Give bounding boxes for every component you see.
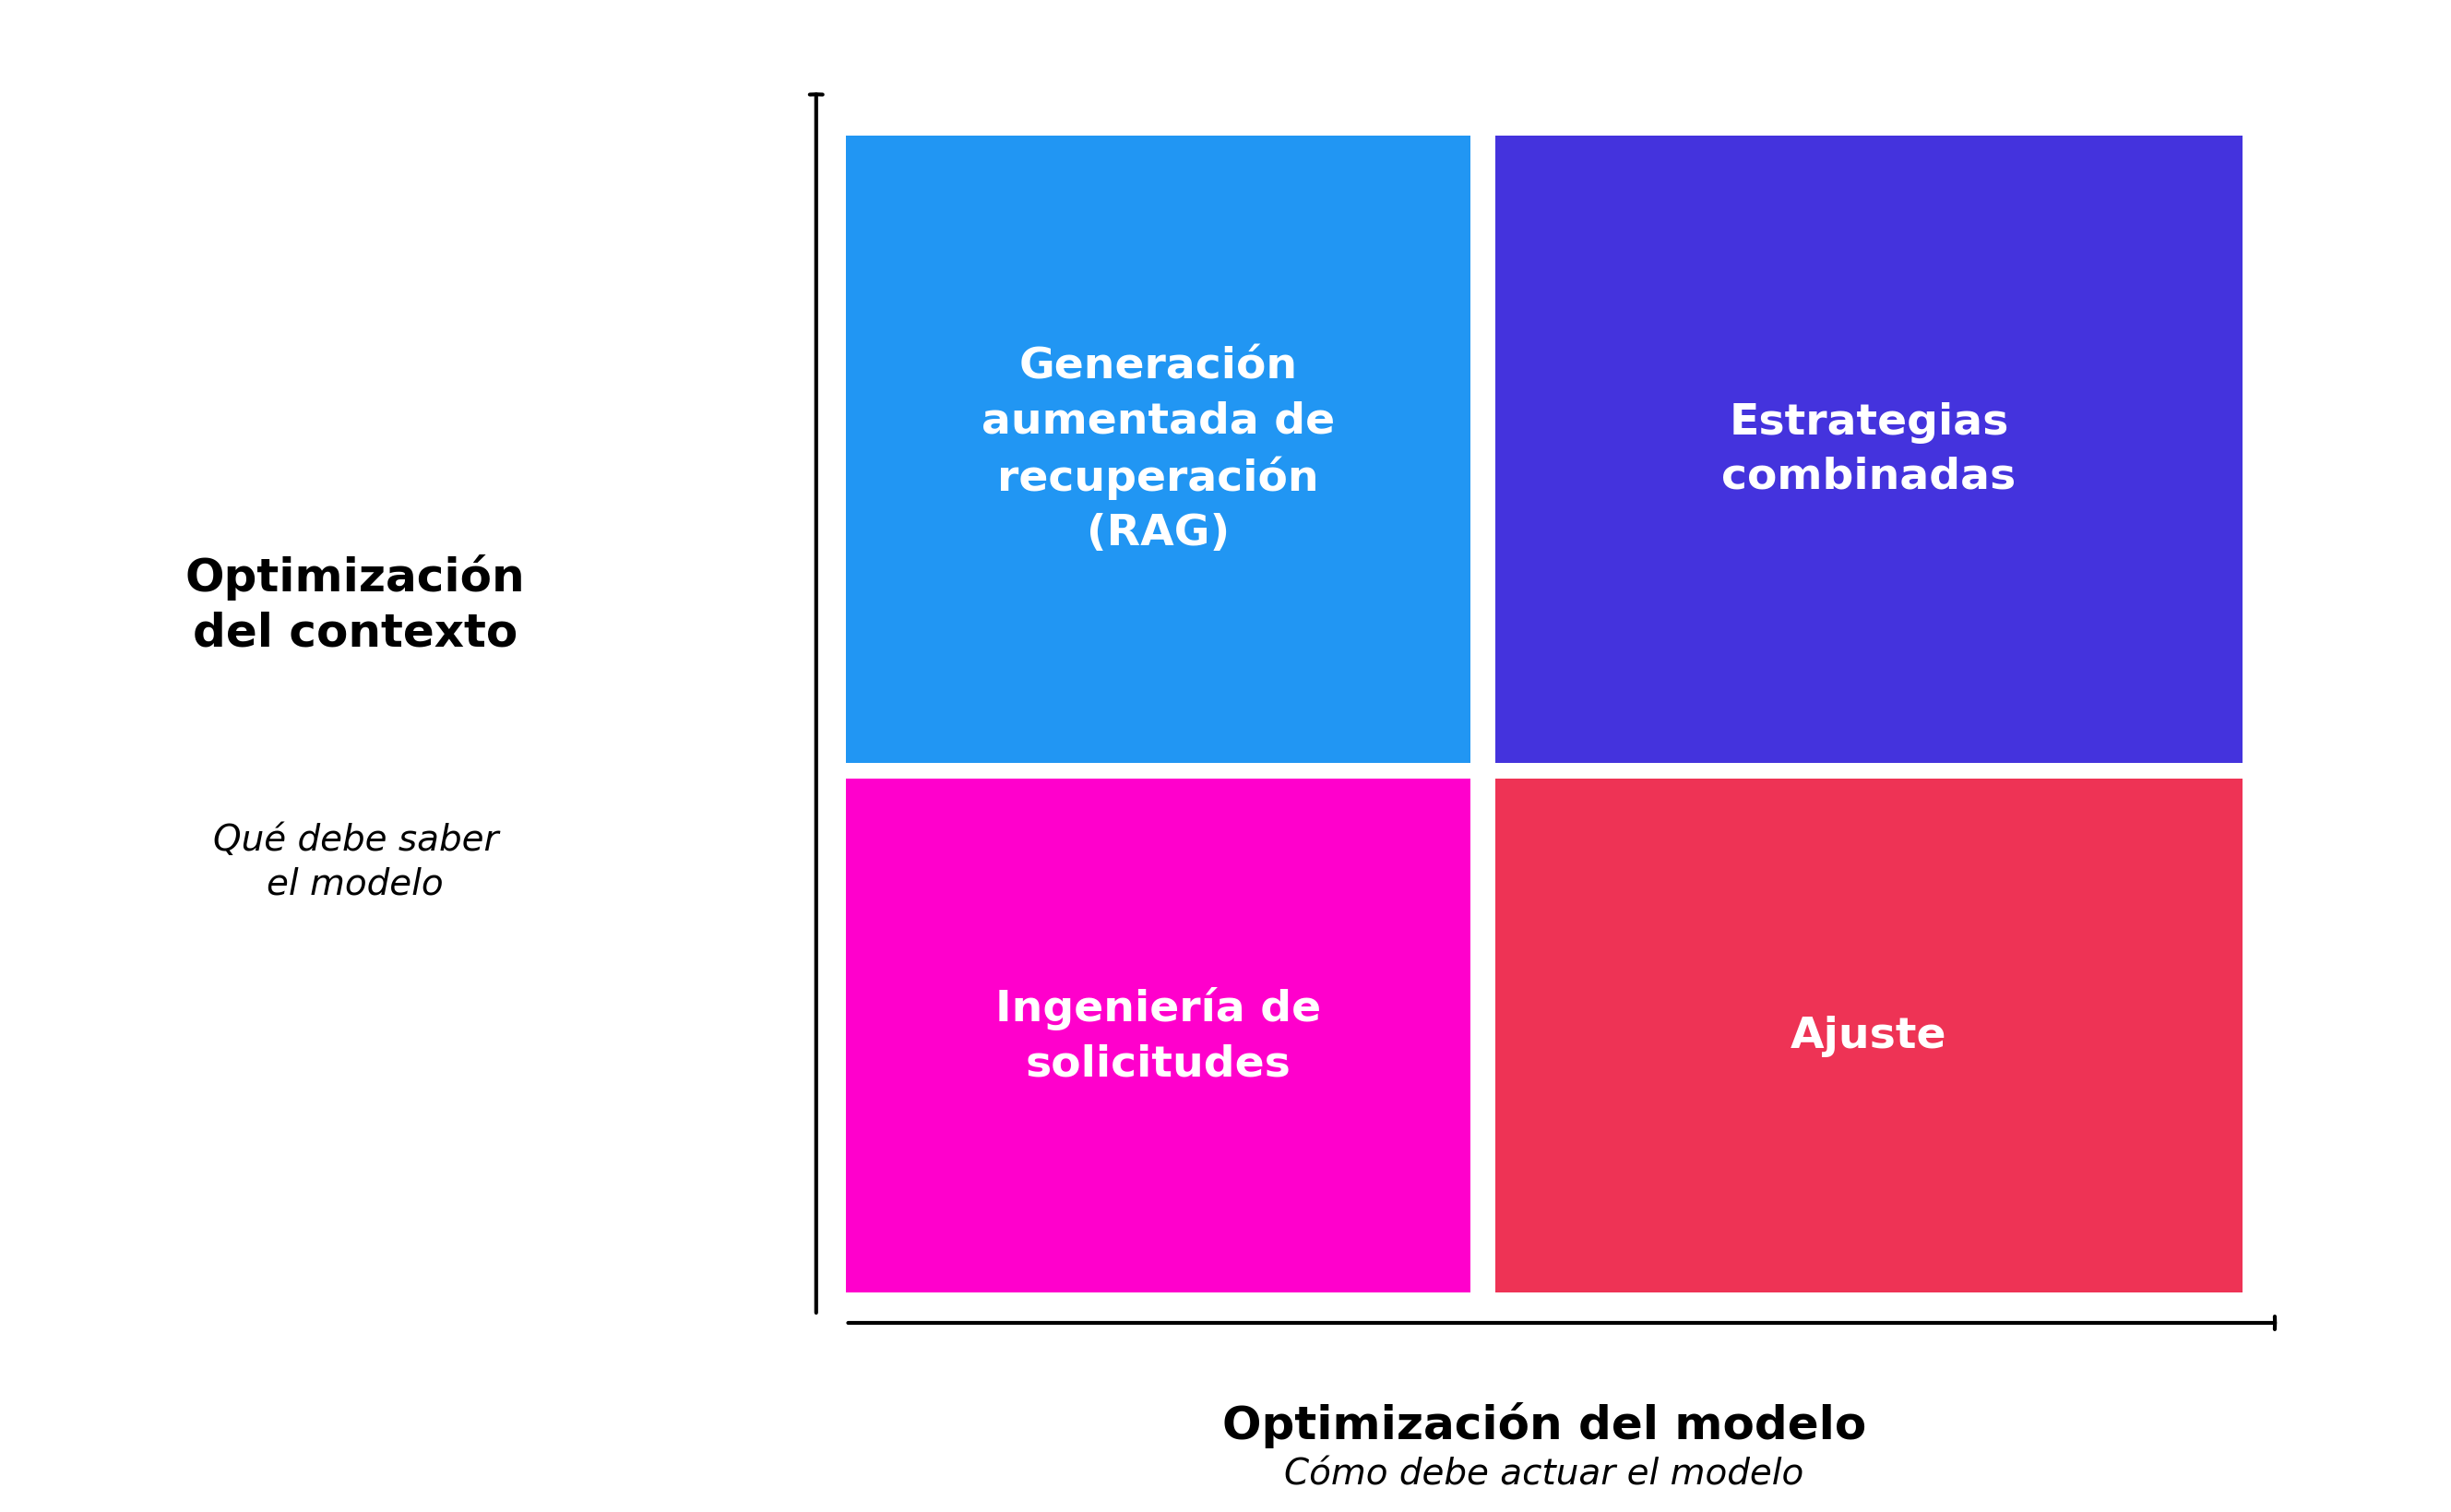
FancyBboxPatch shape [846,136,1471,764]
Text: Ingeniería de
solicitudes: Ingeniería de solicitudes [995,987,1321,1084]
Text: Ajuste: Ajuste [1792,1015,1946,1057]
FancyBboxPatch shape [1495,779,2243,1293]
Text: Estrategias
combinadas: Estrategias combinadas [1721,402,2017,497]
Text: Cómo debe actuar el modelo: Cómo debe actuar el modelo [1284,1456,1804,1492]
Text: Qué debe saber
el modelo: Qué debe saber el modelo [213,823,498,901]
FancyBboxPatch shape [1495,136,2243,764]
Text: Optimización
del contexto: Optimización del contexto [186,555,525,655]
Text: Optimización del modelo: Optimización del modelo [1223,1402,1865,1447]
Text: Generación
aumentada de
recuperación
(RAG): Generación aumentada de recuperación (RA… [980,346,1336,553]
FancyBboxPatch shape [846,779,1471,1293]
